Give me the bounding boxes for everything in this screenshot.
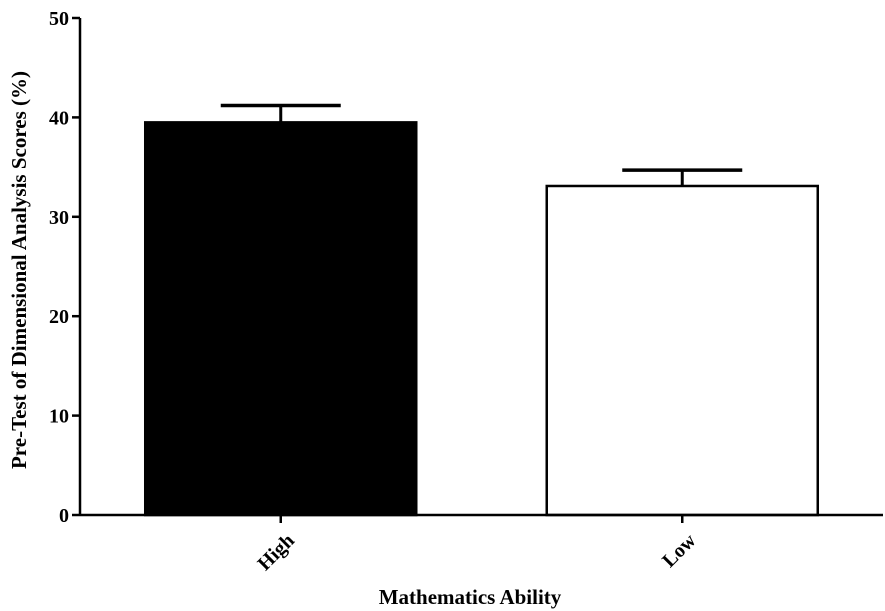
x-category-labels: High Low (253, 515, 701, 575)
bar-low (545, 184, 820, 517)
y-tick-label: 40 (49, 107, 69, 129)
x-axis-title: Mathematics Ability (379, 585, 562, 609)
bar-high (143, 121, 418, 517)
bars-layer (143, 121, 820, 517)
x-category-label-low: Low (658, 529, 701, 572)
y-tick-label: 10 (49, 406, 69, 428)
error-bars-layer (220, 103, 743, 186)
x-category-label-high: High (253, 530, 298, 575)
y-axis-title: Pre-Test of Dimensional Analysis Scores … (7, 71, 31, 469)
y-ticks: 0 10 20 30 40 50 (49, 8, 80, 527)
y-tick-label: 20 (49, 306, 69, 328)
y-tick-label: 30 (49, 207, 69, 229)
y-tick-label: 50 (49, 8, 69, 30)
y-tick-label: 0 (59, 505, 69, 527)
